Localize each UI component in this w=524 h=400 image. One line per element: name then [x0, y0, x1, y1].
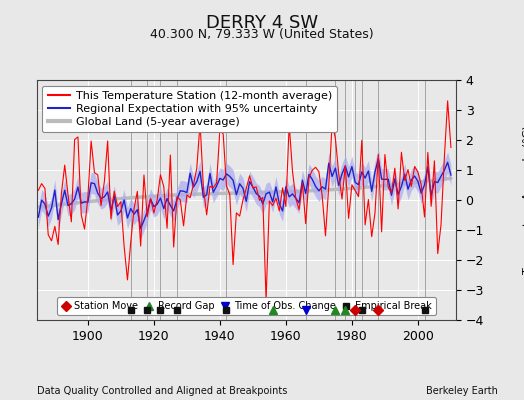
Legend: Station Move, Record Gap, Time of Obs. Change, Empirical Break: Station Move, Record Gap, Time of Obs. C…	[57, 297, 436, 315]
Text: 40.300 N, 79.333 W (United States): 40.300 N, 79.333 W (United States)	[150, 28, 374, 41]
Text: Berkeley Earth: Berkeley Earth	[426, 386, 498, 396]
Y-axis label: Temperature Anomaly (°C): Temperature Anomaly (°C)	[523, 126, 524, 274]
Text: Data Quality Controlled and Aligned at Breakpoints: Data Quality Controlled and Aligned at B…	[37, 386, 287, 396]
Text: DERRY 4 SW: DERRY 4 SW	[206, 14, 318, 32]
